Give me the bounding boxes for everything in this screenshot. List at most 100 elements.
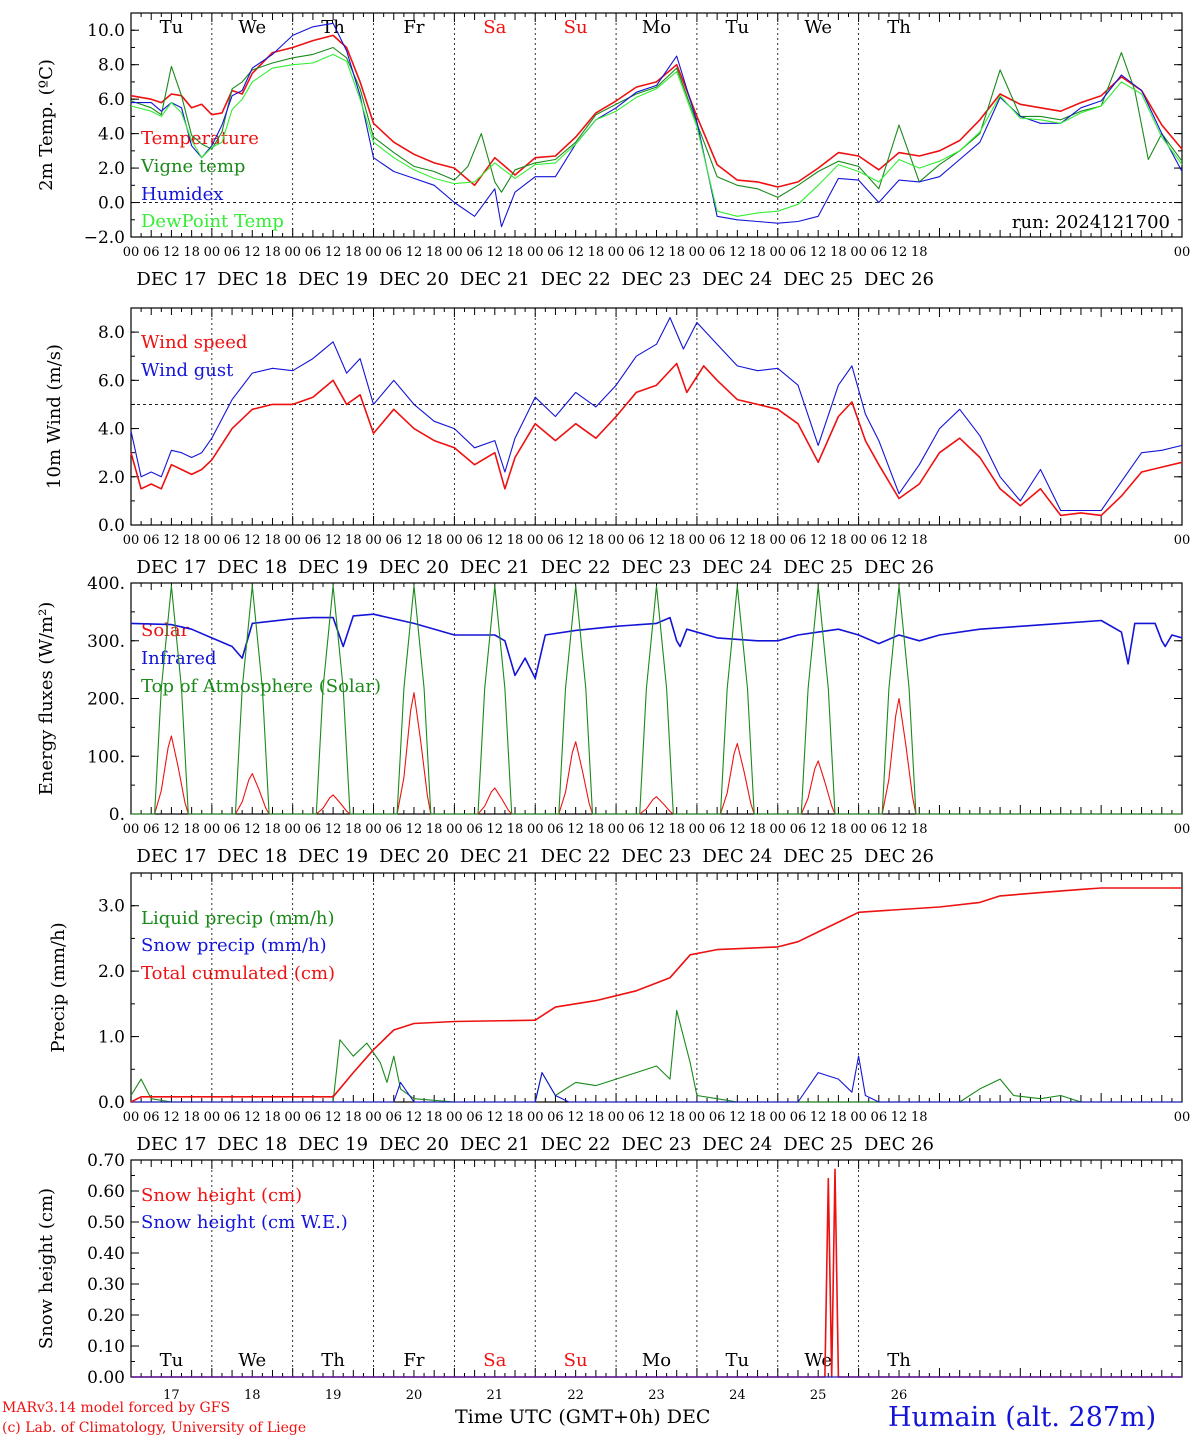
date-label: DEC 23 <box>622 557 692 578</box>
series-line-infrared <box>130 613 1183 680</box>
weekday-label: Th <box>321 17 345 38</box>
hour-label: 12 <box>567 822 584 837</box>
hour-label: 18 <box>426 822 443 837</box>
date-label: DEC 25 <box>783 269 853 290</box>
hour-label: 12 <box>163 1110 180 1125</box>
date-label: DEC 22 <box>541 269 611 290</box>
hour-label: 00 <box>608 822 625 837</box>
series-line-vigne-temp <box>130 46 1183 198</box>
y-tick-label: 300. <box>87 632 125 652</box>
hour-label: 06 <box>385 822 402 837</box>
date-label: DEC 19 <box>298 269 368 290</box>
date-label: DEC 26 <box>864 269 934 290</box>
date-label: DEC 23 <box>622 1134 692 1155</box>
y-axis-label: Energy fluxes (W/m²) <box>36 602 57 796</box>
weekday-label: Tu <box>726 1350 750 1371</box>
hour-label: 00 <box>850 822 867 837</box>
hour-label: 12 <box>163 533 180 548</box>
hour-label: 12 <box>406 533 423 548</box>
hour-label: 12 <box>244 1110 261 1125</box>
hour-label: 12 <box>487 822 504 837</box>
y-tick-label: 2.0 <box>98 159 125 179</box>
plot-frame <box>130 307 1183 526</box>
hour-label: 12 <box>325 822 342 837</box>
plot-frame <box>130 12 1183 238</box>
hour-label: 18 <box>588 245 605 260</box>
hour-label: 00 <box>365 245 382 260</box>
hour-label: 18 <box>264 1110 281 1125</box>
day-number-label: 23 <box>648 1388 665 1403</box>
date-label: DEC 17 <box>136 557 206 578</box>
day-number-label: 24 <box>729 1388 746 1403</box>
day-number-label: 20 <box>406 1388 423 1403</box>
legend-humidex: Humidex <box>141 184 223 205</box>
legend-liquid-precip-mm-h-: Liquid precip (mm/h) <box>141 908 335 929</box>
weekday-label: Tu <box>726 17 750 38</box>
date-label: DEC 18 <box>217 846 287 867</box>
hour-label: 18 <box>588 1110 605 1125</box>
date-label: DEC 24 <box>702 557 772 578</box>
hour-label: 00 <box>123 1110 140 1125</box>
hour-label: 00 <box>769 245 786 260</box>
y-tick-label: 0.0 <box>98 1093 125 1113</box>
date-label: DEC 23 <box>622 846 692 867</box>
y-axis-label: Snow height (cm) <box>36 1188 57 1349</box>
hour-label: 12 <box>487 1110 504 1125</box>
y-tick-label: 8.0 <box>98 56 125 76</box>
hour-label: 12 <box>648 533 665 548</box>
hour-label: 12 <box>729 533 746 548</box>
date-label: DEC 20 <box>379 846 449 867</box>
day-number-label: 18 <box>244 1388 261 1403</box>
hour-label: 12 <box>891 1110 908 1125</box>
y-tick-label: 10.0 <box>87 21 125 41</box>
hour-label: 06 <box>143 822 160 837</box>
y-tick-label: 200. <box>87 690 125 710</box>
y-tick-label: 0.10 <box>87 1337 125 1357</box>
hour-label: 06 <box>547 245 564 260</box>
date-label: DEC 18 <box>217 1134 287 1155</box>
weekday-label: Th <box>887 1350 911 1371</box>
hour-label: 18 <box>668 245 685 260</box>
hour-label: 00 <box>446 1110 463 1125</box>
weekday-label: Sa <box>483 1350 506 1371</box>
hour-label: 12 <box>729 1110 746 1125</box>
hour-label: 06 <box>790 1110 807 1125</box>
weekday-label: We <box>804 1350 832 1371</box>
y-tick-label: 2.0 <box>98 962 125 982</box>
date-label: DEC 19 <box>298 846 368 867</box>
hour-label: 06 <box>790 533 807 548</box>
hour-label: 00 <box>1174 1110 1191 1125</box>
y-tick-label: 0. <box>109 805 125 825</box>
run-label: run: 2024121700 <box>1012 212 1170 233</box>
hour-label: 00 <box>850 245 867 260</box>
hour-label: 06 <box>871 245 888 260</box>
date-label: DEC 17 <box>136 269 206 290</box>
hour-label: 06 <box>871 1110 888 1125</box>
y-tick-label: 4.0 <box>98 125 125 145</box>
hour-label: 12 <box>729 245 746 260</box>
hour-label: 12 <box>567 1110 584 1125</box>
day-number-label: 21 <box>487 1388 504 1403</box>
hour-label: 00 <box>769 822 786 837</box>
y-tick-label: 0.60 <box>87 1182 125 1202</box>
y-axis-label: 10m Wind (m/s) <box>44 344 65 489</box>
date-label: DEC 25 <box>783 1134 853 1155</box>
hour-label: 06 <box>385 1110 402 1125</box>
hour-label: 12 <box>810 1110 827 1125</box>
legend-wind-gust: Wind gust <box>141 360 234 381</box>
hour-label: 06 <box>143 533 160 548</box>
hour-label: 18 <box>507 533 524 548</box>
date-label: DEC 25 <box>783 846 853 867</box>
series-line-solar <box>131 692 1182 815</box>
hour-label: 18 <box>426 245 443 260</box>
hour-label: 06 <box>547 822 564 837</box>
y-tick-label: 0.0 <box>98 194 125 214</box>
hour-label: 06 <box>224 533 241 548</box>
hour-label: 18 <box>183 822 200 837</box>
weekday-label: Fr <box>403 17 424 38</box>
weekday-label: Fr <box>403 1350 424 1371</box>
y-tick-label: 0.00 <box>87 1368 125 1388</box>
series-line-top-of-atmosphere-solar- <box>131 585 1182 815</box>
series-line-wind-speed <box>130 362 1183 517</box>
